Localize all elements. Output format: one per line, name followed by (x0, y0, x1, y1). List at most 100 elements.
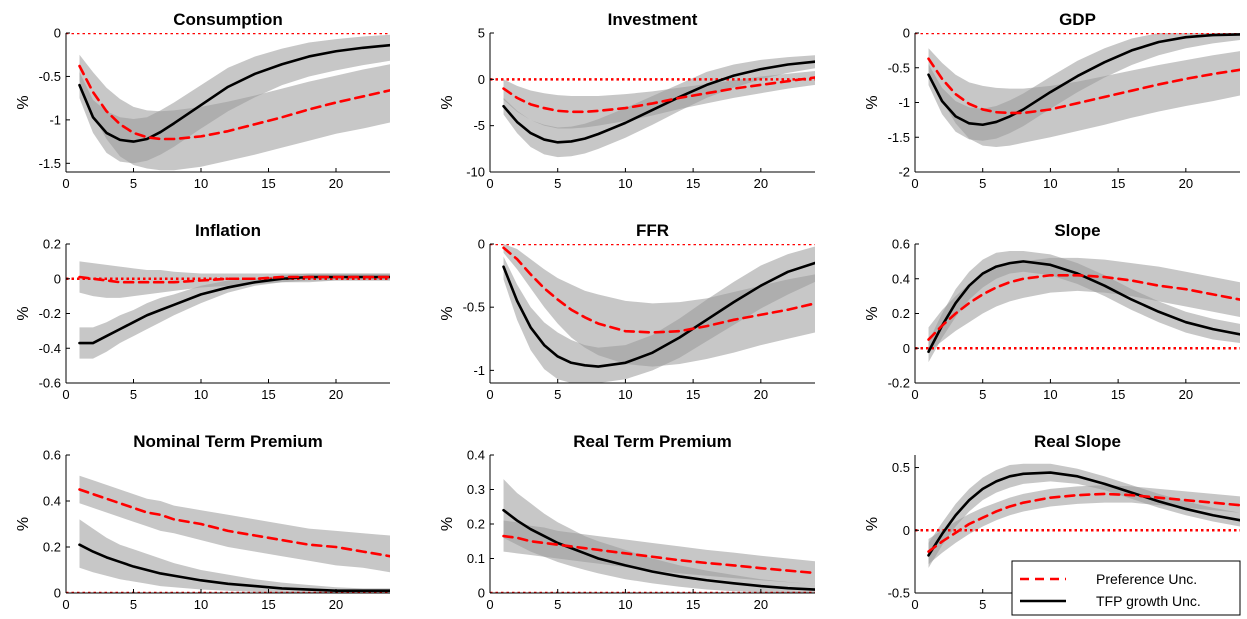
x-tick-label: 10 (1043, 176, 1057, 191)
y-axis-label: % (864, 95, 881, 109)
legend-tfp-label: TFP growth Unc. (1096, 593, 1201, 609)
x-tick-label: 15 (686, 176, 700, 191)
y-axis-label: % (439, 306, 456, 320)
x-tick-label: 20 (754, 176, 768, 191)
y-axis-label: % (15, 306, 32, 320)
x-tick-label: 20 (754, 387, 768, 402)
y-tick-label: 0.2 (43, 540, 61, 555)
chart-panel-4: 0 5 10 15 20 0 -0.5 -1 FFR% (439, 221, 815, 402)
preference-series-line (78, 488, 390, 558)
x-tick-label: 0 (62, 387, 69, 402)
y-tick-label: 0 (478, 72, 485, 87)
x-tick-label: 20 (754, 597, 768, 612)
x-tick-label: 5 (554, 387, 561, 402)
y-tick-label: -10 (466, 165, 485, 180)
y-tick-label: -0.5 (888, 60, 910, 75)
y-tick-label: 0 (903, 26, 910, 41)
plot-area (66, 33, 390, 171)
plot-area (915, 463, 1240, 568)
y-axis-label: % (439, 517, 456, 531)
x-tick-label: 15 (686, 387, 700, 402)
preference-series-line (502, 246, 815, 334)
plot-area (490, 55, 815, 158)
x-tick-label: 20 (329, 176, 343, 191)
tfp-series-line (78, 43, 390, 143)
x-tick-label: 0 (62, 597, 69, 612)
y-tick-label: 0.6 (43, 448, 61, 463)
preference-confidence-band (79, 475, 390, 573)
tfp-confidence-band (928, 463, 1240, 568)
tfp-series-line (927, 260, 1240, 354)
chart-panel-1: 0 5 10 15 20 5 0 -5 -10 Investment% (439, 10, 815, 191)
x-tick-label: 20 (1179, 387, 1193, 402)
y-axis-label: % (864, 306, 881, 320)
x-tick-label: 5 (130, 597, 137, 612)
y-tick-label: 0.4 (892, 271, 910, 286)
y-tick-label: 5 (478, 26, 485, 41)
chart-title: Real Term Premium (573, 432, 731, 451)
y-tick-label: -1.5 (888, 130, 910, 145)
tfp-confidence-band (79, 34, 390, 164)
tfp-series-line (502, 508, 815, 591)
x-tick-label: 5 (130, 176, 137, 191)
y-tick-label: -0.2 (39, 306, 61, 321)
x-tick-label: 20 (1179, 176, 1193, 191)
plot-area (915, 33, 1240, 147)
preference-series-line (502, 534, 815, 575)
x-tick-label: 20 (329, 387, 343, 402)
x-tick-label: 10 (618, 597, 632, 612)
y-axis-label: % (15, 95, 32, 109)
x-tick-label: 0 (62, 176, 69, 191)
tfp-confidence-band (79, 519, 390, 593)
x-tick-label: 20 (329, 597, 343, 612)
tfp-series-line (502, 60, 815, 144)
chart-title: GDP (1059, 10, 1096, 29)
tfp-confidence-band (928, 250, 1240, 363)
plot-area (915, 250, 1240, 363)
x-tick-label: 15 (261, 176, 275, 191)
preference-series-line (78, 64, 390, 141)
plot-area (490, 479, 815, 593)
x-tick-label: 10 (618, 176, 632, 191)
chart-title: FFR (636, 221, 669, 240)
chart-panel-7: 0 5 10 15 20 0.4 0.3 0.2 0.1 0 Real Term Premium% (439, 432, 815, 612)
x-tick-label: 10 (194, 597, 208, 612)
y-tick-label: -5 (473, 118, 485, 133)
tfp-confidence-band (503, 246, 815, 383)
tfp-confidence-band (928, 33, 1240, 141)
chart-title: Slope (1054, 221, 1100, 240)
y-tick-label: -0.2 (888, 376, 910, 391)
y-tick-label: 0.3 (467, 482, 485, 497)
legend-preference-label: Preference Unc. (1096, 571, 1197, 587)
chart-title: Consumption (173, 10, 283, 29)
y-tick-label: -2 (898, 165, 910, 180)
y-tick-label: 0 (903, 523, 910, 538)
x-tick-label: 10 (618, 387, 632, 402)
y-tick-label: 0 (478, 237, 485, 252)
plot-area (490, 244, 815, 383)
legend: Preference Unc. TFP growth Unc. (1011, 560, 1241, 616)
x-tick-label: 5 (554, 597, 561, 612)
y-tick-label: -1 (473, 363, 485, 378)
tfp-series-line (78, 543, 390, 593)
chart-title: Inflation (195, 221, 261, 240)
x-tick-label: 0 (486, 387, 493, 402)
plot-area (66, 475, 390, 593)
chart-panel-3: 0 5 10 15 20 0.2 0 -0.2 -0.4 -0.6 Inflation% (15, 221, 390, 402)
y-tick-label: 0 (903, 341, 910, 356)
x-tick-label: 5 (554, 176, 561, 191)
tfp-series-line (927, 471, 1240, 557)
y-tick-label: 0.5 (892, 460, 910, 475)
y-tick-label: -1.5 (39, 156, 61, 171)
chart-title: Real Slope (1034, 432, 1121, 451)
x-tick-label: 10 (1043, 387, 1057, 402)
y-tick-label: -0.4 (39, 341, 61, 356)
y-tick-label: 0 (54, 26, 61, 41)
y-tick-label: 0.2 (43, 237, 61, 252)
x-tick-label: 10 (194, 387, 208, 402)
x-tick-label: 5 (979, 597, 986, 612)
x-tick-label: 0 (486, 176, 493, 191)
x-tick-label: 10 (194, 176, 208, 191)
